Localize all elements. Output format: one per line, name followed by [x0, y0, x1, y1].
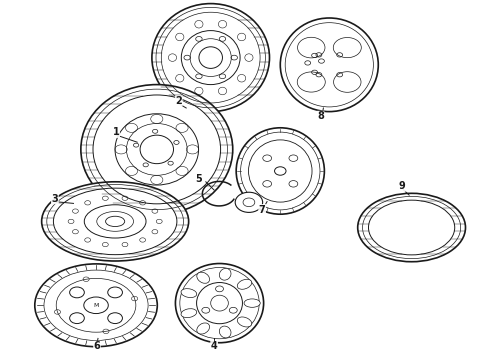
Ellipse shape: [181, 309, 196, 318]
Text: 6: 6: [94, 341, 100, 351]
Ellipse shape: [190, 39, 231, 77]
Text: 3: 3: [51, 194, 58, 204]
Text: 4: 4: [211, 341, 218, 351]
Ellipse shape: [334, 72, 361, 92]
Text: 5: 5: [195, 174, 202, 184]
Ellipse shape: [197, 323, 210, 334]
Ellipse shape: [181, 289, 196, 298]
Ellipse shape: [236, 128, 324, 214]
Text: 7: 7: [259, 204, 266, 215]
Ellipse shape: [220, 326, 231, 338]
Ellipse shape: [152, 4, 270, 112]
Text: 9: 9: [398, 181, 405, 192]
Ellipse shape: [199, 47, 222, 68]
Ellipse shape: [244, 299, 260, 307]
Text: M: M: [94, 303, 98, 308]
Ellipse shape: [35, 264, 157, 347]
Ellipse shape: [235, 192, 263, 212]
Text: 8: 8: [317, 111, 324, 121]
Ellipse shape: [297, 72, 325, 92]
Text: 1: 1: [113, 127, 120, 138]
Ellipse shape: [42, 182, 189, 261]
Ellipse shape: [333, 37, 361, 58]
Ellipse shape: [105, 216, 124, 226]
Ellipse shape: [56, 278, 136, 332]
Ellipse shape: [140, 135, 173, 164]
Ellipse shape: [197, 272, 210, 283]
Ellipse shape: [248, 140, 312, 202]
Text: 2: 2: [175, 96, 182, 106]
Ellipse shape: [280, 18, 378, 112]
Ellipse shape: [81, 85, 233, 214]
Ellipse shape: [297, 37, 325, 58]
Ellipse shape: [237, 279, 252, 289]
Ellipse shape: [237, 317, 252, 327]
Ellipse shape: [126, 123, 187, 175]
Ellipse shape: [175, 264, 264, 343]
Ellipse shape: [84, 297, 108, 314]
Ellipse shape: [97, 211, 133, 231]
Ellipse shape: [220, 268, 231, 280]
Ellipse shape: [358, 193, 466, 262]
